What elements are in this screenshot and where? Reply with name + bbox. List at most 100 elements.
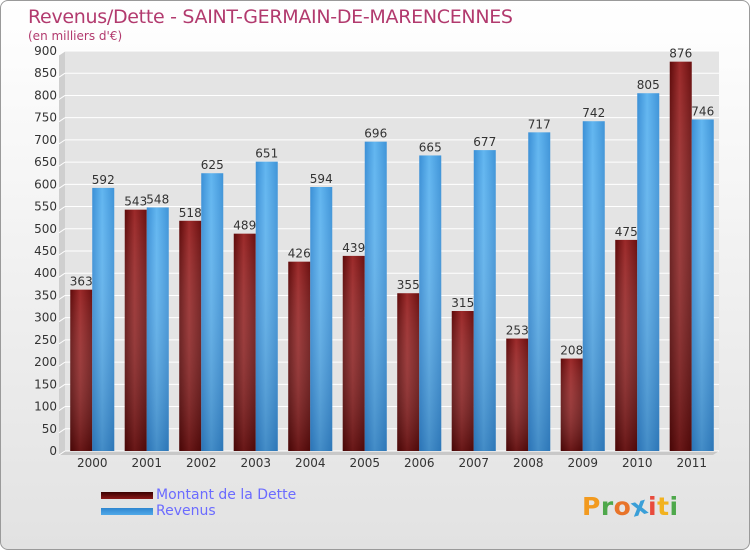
bar-revenue-shade (637, 93, 660, 451)
data-label: 253 (506, 324, 529, 338)
data-label: 717 (528, 117, 551, 131)
data-label: 625 (201, 158, 224, 172)
y-tick-label: 0 (49, 444, 57, 458)
legend-label-revenue: Revenus (156, 503, 216, 519)
logo-letter: i (648, 492, 658, 521)
bar-revenue-shade (92, 187, 115, 451)
data-label: 742 (582, 106, 605, 120)
y-tick-label: 550 (34, 200, 57, 214)
bar-debt-shade (669, 61, 692, 452)
logo-letter: r (600, 492, 614, 521)
x-tick-label: 2002 (186, 456, 217, 470)
x-tick-label: 2001 (131, 456, 162, 470)
bar-debt-shade (451, 311, 474, 451)
data-label: 665 (419, 140, 442, 154)
bar-revenue-shade (528, 132, 551, 452)
legend-item-revenue: Revenus (101, 503, 296, 519)
data-label: 746 (691, 104, 714, 118)
x-tick-label: 2006 (404, 456, 435, 470)
legend-item-debt: Montant de la Dette (101, 487, 296, 503)
bar-debt-shade (70, 289, 93, 451)
data-label: 518 (179, 206, 202, 220)
data-label: 426 (288, 247, 311, 261)
x-tick-label: 2007 (458, 456, 489, 470)
data-label: 876 (669, 47, 692, 61)
data-label: 208 (560, 344, 583, 358)
bar-revenue-shade (691, 119, 714, 451)
x-tick-label: 2005 (349, 456, 380, 470)
gridline-wall (58, 317, 66, 323)
x-tick-label: 2010 (622, 456, 653, 470)
data-label: 594 (310, 172, 333, 186)
gridline-wall (58, 228, 66, 234)
gridline-wall (58, 295, 66, 300)
logo-letter: P (582, 492, 601, 521)
y-tick-label: 800 (34, 88, 57, 102)
gridline-wall (58, 383, 66, 389)
bar-revenue-shade (201, 173, 224, 451)
bar-revenue-shade (582, 121, 605, 451)
gridline-wall (58, 72, 66, 78)
chart-title: Revenus/Dette - SAINT-GERMAIN-DE-MARENCE… (28, 6, 513, 28)
x-tick-label: 2009 (567, 456, 598, 470)
x-tick-label: 2011 (676, 456, 707, 470)
bar-revenue-shade (310, 187, 333, 451)
gridline-wall (58, 183, 66, 189)
gridline-wall (58, 361, 66, 367)
proxiti-logo: Proxiti (582, 490, 679, 522)
bar-debt-shade (560, 358, 583, 451)
chart-subtitle: (en milliers d'€) (28, 29, 123, 43)
bar-debt-shade (397, 293, 420, 451)
y-tick-label: 450 (34, 244, 57, 258)
y-tick-label: 600 (34, 177, 57, 191)
data-label: 592 (92, 173, 115, 187)
x-tick-label: 2000 (77, 456, 108, 470)
data-label: 439 (342, 241, 365, 255)
gridline-wall (58, 406, 66, 411)
y-tick-label: 750 (34, 111, 57, 125)
bar-revenue-shade (473, 150, 496, 451)
data-label: 475 (615, 225, 638, 239)
gridline-wall (58, 339, 66, 345)
y-tick-label: 900 (34, 44, 57, 58)
data-label: 363 (70, 275, 93, 289)
gridline-wall (58, 139, 66, 145)
bar-revenue-shade (255, 161, 278, 451)
gridline-wall (58, 206, 66, 211)
bar-debt-shade (506, 338, 529, 451)
y-tick-label: 150 (34, 377, 57, 391)
y-tick-label: 100 (34, 400, 57, 414)
data-label: 548 (146, 192, 169, 206)
x-tick-label: 2003 (240, 456, 271, 470)
data-label: 315 (451, 296, 474, 310)
gridline-wall (58, 117, 66, 123)
bar-revenue-shade (364, 141, 387, 451)
logo-letter: t (657, 492, 670, 521)
legend: Montant de la Dette Revenus (101, 487, 296, 519)
y-tick-label: 350 (34, 288, 57, 302)
bar-debt-shade (179, 220, 202, 451)
bar-revenue-shade (419, 155, 442, 451)
bar-debt-shade (615, 239, 638, 451)
bar-debt-shade (288, 261, 311, 451)
data-label: 489 (233, 219, 256, 233)
gridline-wall (58, 95, 66, 100)
data-label: 805 (637, 78, 660, 92)
legend-label-debt: Montant de la Dette (156, 487, 297, 503)
gridline-wall (58, 250, 66, 256)
x-tick-label: 2004 (295, 456, 326, 470)
y-tick-label: 200 (34, 355, 57, 369)
y-tick-label: 50 (42, 422, 57, 436)
data-label: 355 (397, 278, 420, 292)
data-label: 696 (364, 127, 387, 141)
bar-debt-shade (124, 209, 147, 451)
y-tick-label: 850 (34, 66, 57, 80)
y-tick-label: 300 (34, 311, 57, 325)
gridline-wall (58, 450, 66, 456)
bar-revenue-shade (146, 207, 169, 451)
legend-swatch-revenue (101, 507, 153, 515)
bar-debt-shade (342, 255, 365, 451)
data-label: 677 (473, 135, 496, 149)
